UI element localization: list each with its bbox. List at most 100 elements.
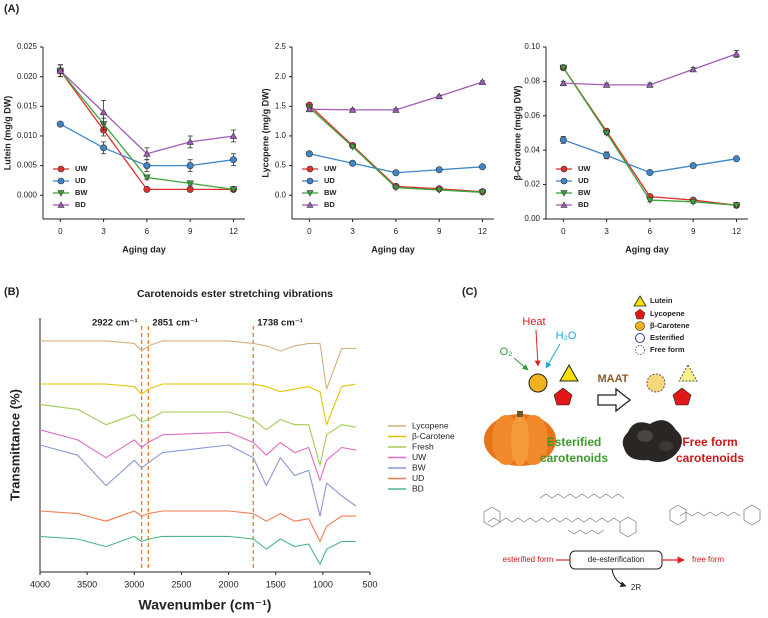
heat-label: Heat bbox=[522, 316, 545, 328]
process-label: MAAT bbox=[598, 373, 629, 385]
y-tick-label: 0.000 bbox=[17, 190, 38, 199]
x-tick-label: 2500 bbox=[171, 579, 191, 589]
legend-label: β-Carotene bbox=[650, 321, 690, 330]
legend-label: UW bbox=[412, 452, 426, 462]
legend-label: BW bbox=[75, 188, 88, 197]
spectrum-line bbox=[39, 444, 357, 517]
pumpkin-image bbox=[484, 411, 556, 466]
water-label: H₂O bbox=[556, 330, 577, 342]
marker bbox=[646, 81, 654, 88]
x-tick-label: 12 bbox=[732, 227, 741, 236]
marker bbox=[392, 106, 400, 113]
marker bbox=[559, 136, 567, 144]
reaction-byproduct: 2R bbox=[631, 583, 641, 592]
marker bbox=[478, 189, 487, 197]
reference-label: 1738 cm⁻¹ bbox=[257, 318, 303, 329]
diagram: Lutein Lycopene β-Carotene Esterified Fr… bbox=[483, 295, 761, 592]
legend-marker bbox=[306, 177, 314, 185]
y-tick-label: 0.015 bbox=[17, 101, 38, 110]
legend-label: BD bbox=[412, 483, 424, 493]
arrow bbox=[611, 568, 627, 588]
legend-label: Free form bbox=[650, 345, 685, 354]
marker bbox=[689, 198, 697, 206]
x-tick-label: 6 bbox=[145, 227, 150, 236]
y-axis-label: β-Carotene (mg/g DW) bbox=[512, 86, 522, 181]
x-tick-label: 0 bbox=[307, 227, 312, 236]
legend-marker bbox=[560, 190, 568, 197]
legend-label: β-Carotene bbox=[412, 431, 455, 441]
x-tick-label: 12 bbox=[478, 227, 487, 236]
marker bbox=[478, 163, 486, 171]
x-axis-label: Wavenumber (cm⁻¹) bbox=[139, 597, 272, 613]
marker bbox=[229, 132, 238, 139]
x-axis-label: Aging day bbox=[625, 244, 669, 254]
legend-marker bbox=[57, 165, 65, 173]
x-tick-label: 3 bbox=[350, 227, 355, 236]
x-tick-label: 3500 bbox=[77, 579, 97, 589]
marker bbox=[478, 78, 487, 85]
panel-label: (A) bbox=[4, 3, 20, 15]
x-tick-label: 9 bbox=[691, 227, 696, 236]
marker bbox=[602, 130, 611, 137]
x-axis-label: Aging day bbox=[122, 244, 166, 254]
marker bbox=[603, 151, 611, 159]
x-tick-label: 9 bbox=[437, 227, 442, 236]
esterified-icon bbox=[635, 333, 645, 343]
free-form-icon bbox=[635, 345, 645, 355]
x-tick-label: 1000 bbox=[313, 579, 333, 589]
x-tick-label: 3000 bbox=[124, 579, 144, 589]
marker bbox=[602, 81, 611, 88]
marker bbox=[559, 64, 568, 72]
x-tick-label: 1500 bbox=[266, 579, 286, 589]
marker bbox=[732, 155, 740, 163]
legend-label: BD bbox=[324, 200, 335, 209]
spectrum-line bbox=[39, 510, 356, 543]
right-label: Free form bbox=[682, 435, 737, 449]
free-carotene-icon bbox=[646, 373, 666, 393]
process-arrow bbox=[597, 387, 632, 413]
legend-label: BW bbox=[412, 462, 426, 472]
free-lutein-icon bbox=[678, 363, 698, 382]
lutein-icon bbox=[633, 295, 647, 307]
spectrum-line bbox=[39, 403, 356, 466]
spectrum-line bbox=[39, 429, 356, 482]
reaction-from: esterified form bbox=[503, 555, 554, 564]
y-tick-label: 1.0 bbox=[275, 131, 287, 140]
marker bbox=[435, 187, 443, 194]
x-tick-label: 3 bbox=[604, 227, 609, 236]
y-tick-label: 0.025 bbox=[17, 42, 38, 51]
y-tick-label: 0.02 bbox=[524, 180, 540, 189]
legend-label: Lutein bbox=[650, 296, 673, 305]
left-label: Esterified bbox=[547, 435, 602, 449]
series-line bbox=[308, 104, 483, 193]
marker bbox=[435, 92, 443, 100]
legend-marker bbox=[306, 165, 314, 173]
marker bbox=[186, 162, 194, 170]
marker bbox=[100, 144, 108, 152]
molecule-structure bbox=[483, 493, 761, 538]
marker bbox=[56, 66, 65, 74]
x-tick-label: 6 bbox=[648, 227, 653, 236]
series-line bbox=[59, 70, 234, 155]
marker bbox=[348, 143, 357, 151]
legend-label: UD bbox=[412, 473, 424, 483]
legend-label: BW bbox=[578, 188, 591, 197]
marker bbox=[349, 159, 357, 167]
y-tick-label: 0.04 bbox=[524, 145, 540, 154]
x-tick-label: 3 bbox=[101, 227, 106, 236]
legend-marker bbox=[560, 177, 568, 185]
series-line bbox=[309, 81, 483, 111]
marker bbox=[348, 106, 357, 113]
marker bbox=[143, 185, 151, 193]
lycopene-icon bbox=[553, 387, 573, 406]
marker bbox=[732, 50, 741, 57]
y-axis-label: Transmittance (%) bbox=[7, 389, 22, 501]
legend-label: BD bbox=[75, 200, 86, 209]
legend-label: Esterified bbox=[650, 333, 685, 342]
legend-marker bbox=[57, 201, 65, 208]
y-tick-label: 0.020 bbox=[17, 72, 38, 81]
x-tick-label: 0 bbox=[58, 227, 63, 236]
marker bbox=[186, 138, 194, 145]
legend-marker bbox=[57, 190, 65, 197]
